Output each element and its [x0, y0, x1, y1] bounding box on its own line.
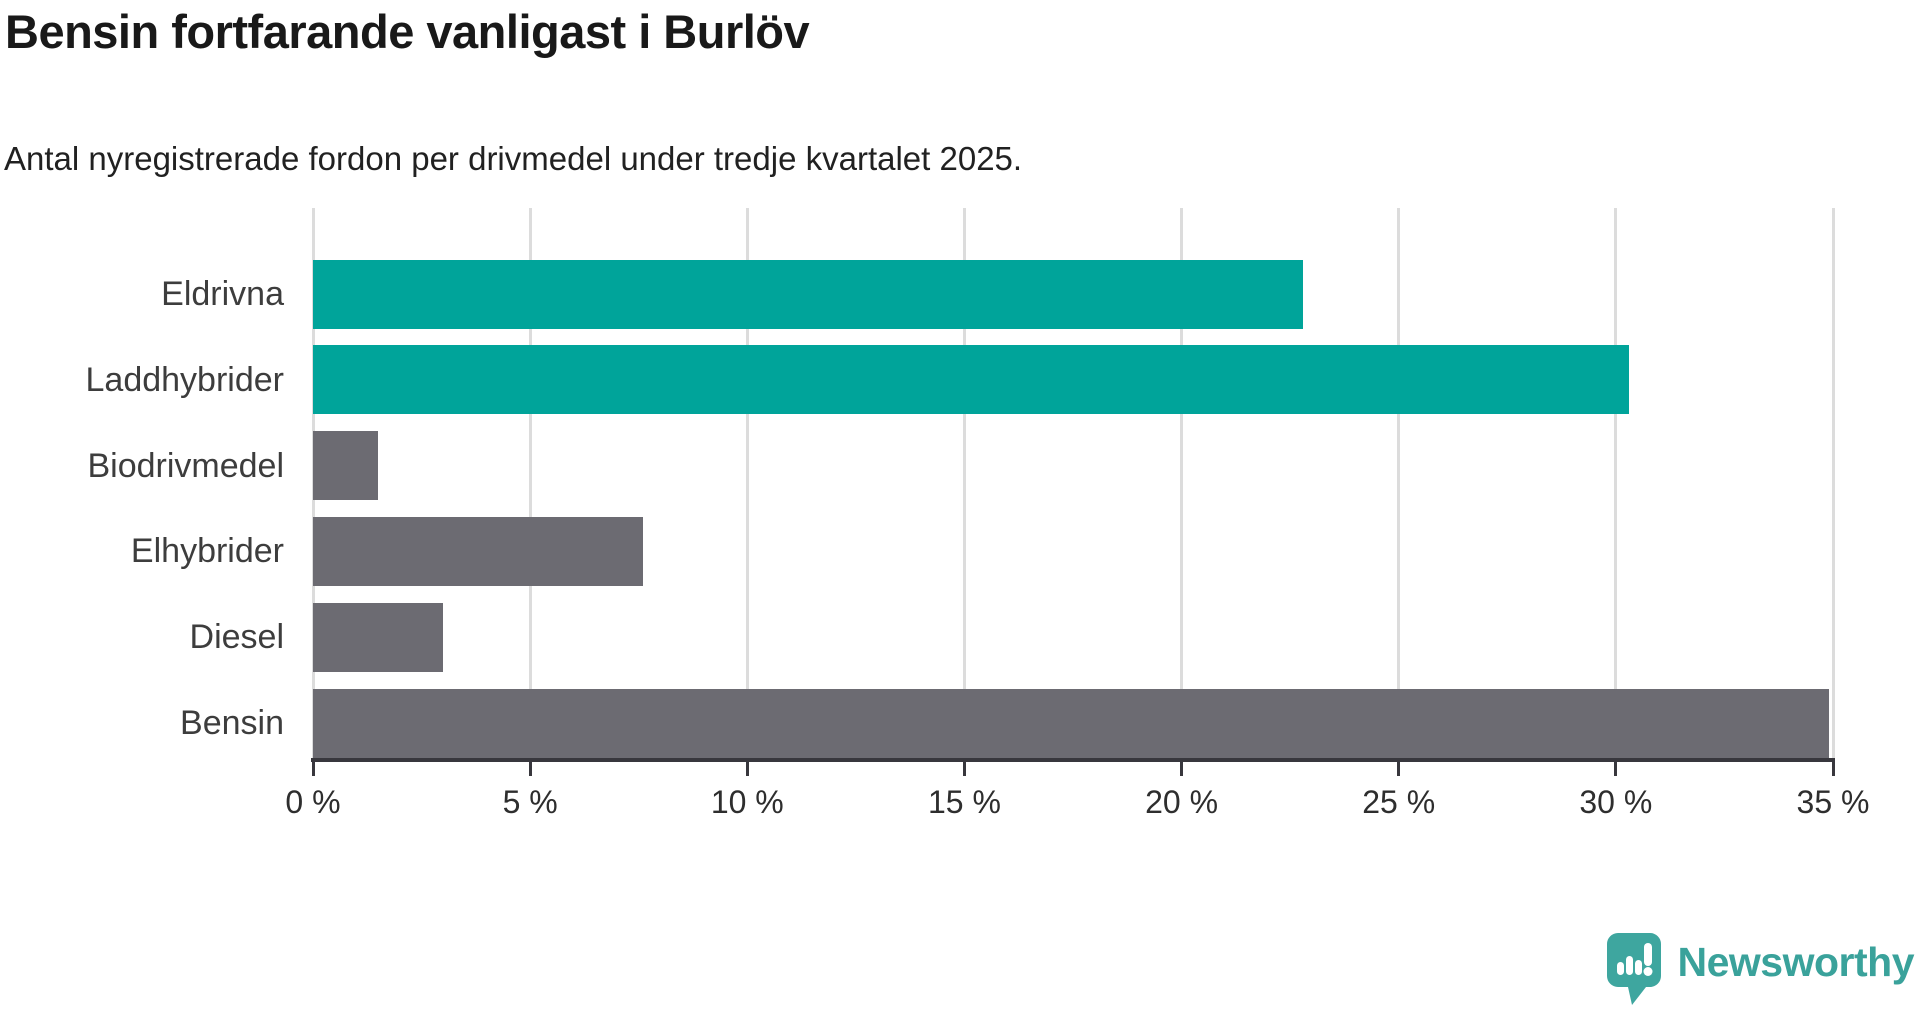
newsworthy-logo-icon	[1606, 933, 1661, 1005]
gridline	[962, 208, 966, 758]
bar	[313, 259, 1304, 329]
tick-mark	[745, 762, 749, 776]
gridline	[745, 208, 749, 758]
gridline	[1831, 208, 1835, 758]
page-title: Bensin fortfarande vanligast i Burlöv	[5, 5, 810, 58]
tick-mark	[1397, 762, 1401, 776]
tick-label: 25 %	[1362, 784, 1436, 820]
tick-label: 30 %	[1579, 784, 1653, 820]
tick-label: 5 %	[502, 784, 558, 820]
bar	[313, 602, 444, 672]
gridline	[1180, 208, 1184, 758]
tick-mark	[1831, 762, 1835, 776]
gridline	[1397, 208, 1401, 758]
tick-mark	[1614, 762, 1618, 776]
category-label: Laddhybrider	[85, 360, 284, 399]
tick-mark	[1180, 762, 1184, 776]
category-label: Biodrivmedel	[87, 446, 284, 485]
tick-label: 10 %	[710, 784, 784, 820]
page-subtitle: Antal nyregistrerade fordon per drivmede…	[4, 140, 1023, 177]
newsworthy-logo-text: Newsworthy	[1677, 938, 1915, 985]
tick-label: 15 %	[927, 784, 1001, 820]
gridline	[528, 208, 532, 758]
bar	[313, 345, 1629, 415]
bar	[313, 688, 1829, 758]
tick-mark	[528, 762, 532, 776]
bar	[313, 431, 379, 501]
category-label: Bensin	[180, 704, 284, 742]
x-axis-line	[311, 758, 1835, 762]
bar	[313, 516, 644, 586]
gridline	[1614, 208, 1618, 758]
tick-mark	[311, 762, 315, 776]
tick-mark	[962, 762, 966, 776]
tick-label: 20 %	[1145, 784, 1219, 820]
newsworthy-logo: Newsworthy	[1606, 932, 1915, 1006]
category-label: Elhybrider	[130, 532, 284, 571]
bar-chart: Eldrivna Laddhybrider Biodrivmedel Elhybrid…	[85, 208, 1870, 820]
tick-label: 35 %	[1796, 784, 1870, 820]
tick-label: 0 %	[285, 784, 341, 820]
category-label: Diesel	[189, 618, 284, 657]
category-label: Eldrivna	[161, 275, 284, 313]
